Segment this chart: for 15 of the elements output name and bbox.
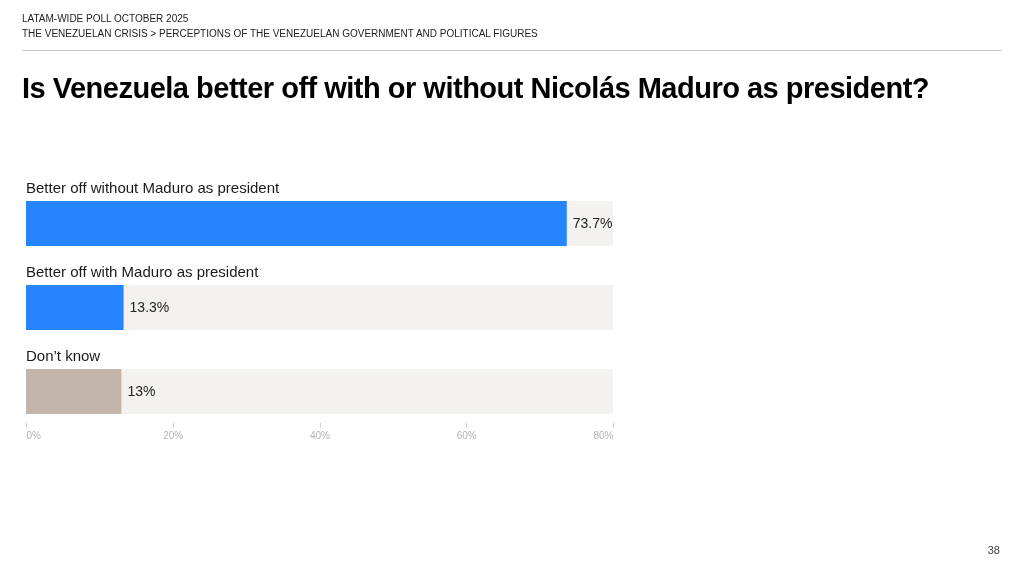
x-tick-label: 0% xyxy=(26,429,42,441)
y-tick-label: Better off without Maduro as president xyxy=(26,179,281,196)
text: THE VENEZUELAN CRISIS > PERCEPTIONS OF THE VENEZUELAN GOVERNMENT AND POLITICAL FIGURES xyxy=(22,28,538,40)
chart-title: Is Venezuela better off with or without Nicolás Maduro as president? xyxy=(22,71,930,106)
text: 38 xyxy=(987,544,1000,556)
data-label: 13.3% xyxy=(129,298,170,315)
y-tick-label: Better off with Maduro as president xyxy=(26,263,260,280)
x-tick-label: 20% xyxy=(163,429,184,441)
x-tick-label: 60% xyxy=(456,429,477,441)
x-tick-label: 40% xyxy=(309,429,331,441)
data-label: 73.7% xyxy=(572,214,613,231)
x-tick-label: 80% xyxy=(593,429,614,441)
chart-subtitle: LATAM-WIDE POLL OCTOBER 2025 xyxy=(22,13,189,25)
data-label: 13% xyxy=(127,382,156,399)
y-tick-label: Don’t know xyxy=(26,347,101,364)
